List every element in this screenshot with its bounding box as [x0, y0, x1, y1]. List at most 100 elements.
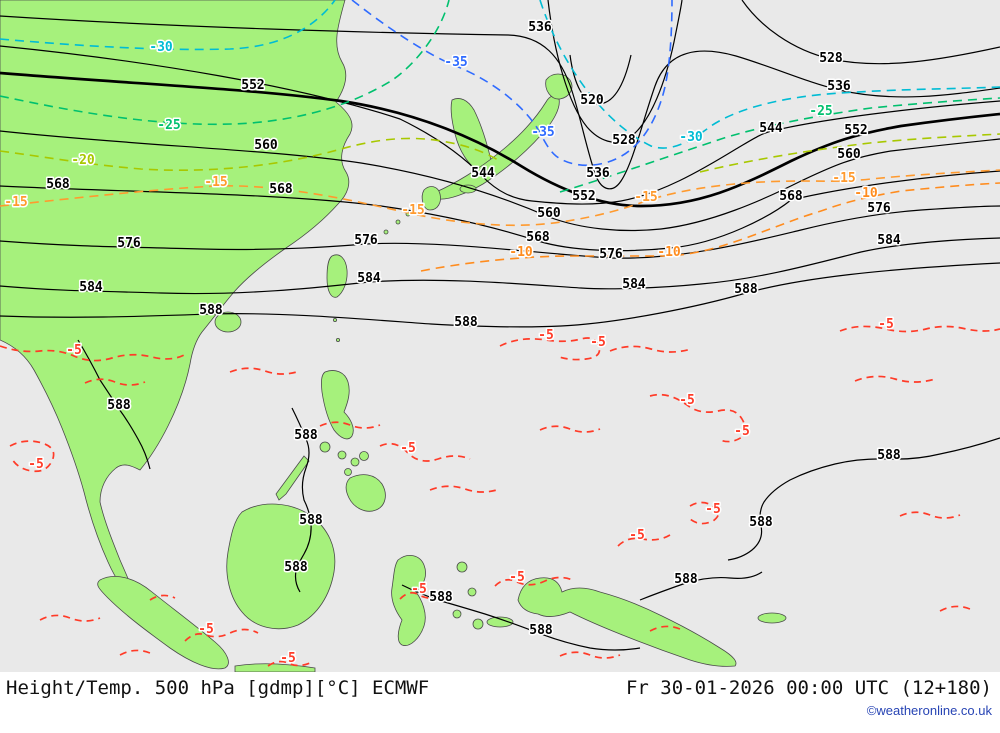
temp-contour--30-west: [0, 0, 336, 51]
contour-label-588: 588: [877, 448, 901, 463]
contour-label-588: 588: [299, 513, 323, 528]
contour-label-560: 560: [837, 147, 861, 162]
temp-contour--30-east: [539, 0, 1000, 149]
contour-label--35: -35: [444, 55, 467, 70]
contour-label-536: 536: [827, 79, 851, 94]
contour-label-576: 576: [599, 247, 623, 262]
land-new-guinea: [517, 577, 737, 667]
contour-label-568: 568: [46, 177, 70, 192]
height-contour-588-indochina: [77, 339, 151, 470]
contour-label--5: -5: [538, 328, 554, 343]
contour-label-568: 568: [269, 182, 293, 197]
height-contour-536: [0, 15, 1000, 190]
height-contour-588-south: [401, 584, 641, 651]
footer-caption-row: Height/Temp. 500 hPa [gdmp][°C] ECMWF Fr…: [6, 677, 992, 699]
height-contour-588-east: [727, 437, 1000, 561]
contour-label--15: -15: [401, 203, 424, 218]
height-contour-520: [569, 54, 632, 105]
contour-label--15: -15: [4, 195, 27, 210]
contour-label-568: 568: [526, 230, 550, 245]
contour-label--5: -5: [629, 528, 645, 543]
contour-label--5: -5: [705, 502, 721, 517]
contour-labels-layer: 536 520 528 528 536 536 544 544 552 552 552 560 560 5…: [3, 19, 903, 668]
temp-contour--25-east: [559, 97, 1000, 193]
contour-label-588: 588: [454, 315, 478, 330]
land-china-mainland: [0, 0, 353, 599]
contour-label--15: -15: [204, 175, 227, 190]
contour-label-560: 560: [254, 138, 278, 153]
contour-label--5: -5: [590, 335, 606, 350]
contour-label--30: -30: [149, 40, 173, 55]
contour-label--10: -10: [509, 245, 533, 260]
land-mindanao: [345, 474, 386, 512]
height-contour-588-philippines: [291, 407, 312, 593]
contour-label-536: 536: [586, 166, 610, 181]
contour-label--5: -5: [66, 343, 82, 358]
temp-contour--20-east: [699, 133, 1000, 173]
contour-label-576: 576: [117, 236, 141, 251]
land-layer: [0, 0, 787, 672]
contour-label-588: 588: [429, 590, 453, 605]
contour-label-588: 588: [199, 303, 223, 318]
contour-label--30: -30: [679, 130, 703, 145]
contour-label--35: -35: [531, 125, 554, 140]
temperature-contours: [0, 0, 1000, 667]
land-sumatra: [97, 576, 229, 670]
height-contour-528-ne: [741, 0, 1000, 65]
contour-label-588: 588: [674, 572, 698, 587]
contour-label--25: -25: [157, 118, 180, 133]
contour-label--20: -20: [71, 153, 95, 168]
temp-contour--35: [351, 0, 673, 167]
contour-label-568: 568: [779, 189, 803, 204]
contour-label--5: -5: [878, 317, 894, 332]
height-contour-528-trough: [547, 0, 683, 143]
temp-contour--20-west: [0, 137, 502, 171]
contour-label-544: 544: [759, 121, 783, 136]
land-hainan: [214, 311, 242, 333]
contour-label-520: 520: [580, 93, 604, 108]
map-area: 536 520 528 528 536 536 544 544 552 552 552 560 560 5…: [0, 0, 1000, 672]
contour-label--5: -5: [734, 424, 750, 439]
contour-label-552: 552: [572, 189, 595, 204]
land-japan-shikoku: [459, 184, 477, 194]
copyright: ©weatheronline.co.uk: [866, 703, 992, 718]
contour-label--10: -10: [854, 186, 878, 201]
contour-label-536: 536: [528, 20, 552, 35]
contour-label-528: 528: [819, 51, 843, 66]
land-taiwan: [326, 254, 348, 298]
contour-label-584: 584: [357, 271, 381, 286]
contour-label--15: -15: [634, 190, 657, 205]
contour-label--5: -5: [509, 570, 525, 585]
temp-contour--5-group: [0, 325, 1000, 667]
map-datetime: Fr 30-01-2026 00:00 UTC (12+180): [625, 677, 992, 699]
contour-label-588: 588: [294, 428, 318, 443]
contour-label-588: 588: [107, 398, 131, 413]
contour-label--5: -5: [400, 441, 416, 456]
contour-label--5: -5: [28, 457, 44, 472]
contour-label--25: -25: [809, 104, 832, 119]
contour-label-560: 560: [537, 206, 561, 221]
temp-contour--15: [0, 169, 1000, 227]
land-japan-hokkaido: [545, 73, 573, 100]
contour-label-576: 576: [867, 201, 891, 216]
contour-label--5: -5: [198, 622, 214, 637]
contour-label--5: -5: [411, 582, 427, 597]
contour-label-588: 588: [749, 515, 773, 530]
contour-label-588: 588: [284, 560, 308, 575]
height-contours: [0, 0, 1000, 651]
contour-label-576: 576: [354, 233, 378, 248]
contour-label-552: 552: [241, 78, 264, 93]
contour-label-584: 584: [877, 233, 901, 248]
land-small-islands: [319, 211, 787, 630]
contour-label-552: 552: [844, 123, 867, 138]
contour-label-544: 544: [471, 166, 495, 181]
contour-label--15: -15: [832, 171, 855, 186]
contour-label-528: 528: [612, 133, 636, 148]
contour-label--5: -5: [280, 651, 296, 666]
temp-contour--25-west: [0, 0, 450, 126]
land-japan-honshu: [433, 95, 560, 200]
contour-label-588: 588: [734, 282, 758, 297]
contour-map-svg: 536 520 528 528 536 536 544 544 552 552 552 560 560 5…: [0, 0, 1000, 672]
land-japan-kyushu: [421, 186, 441, 211]
